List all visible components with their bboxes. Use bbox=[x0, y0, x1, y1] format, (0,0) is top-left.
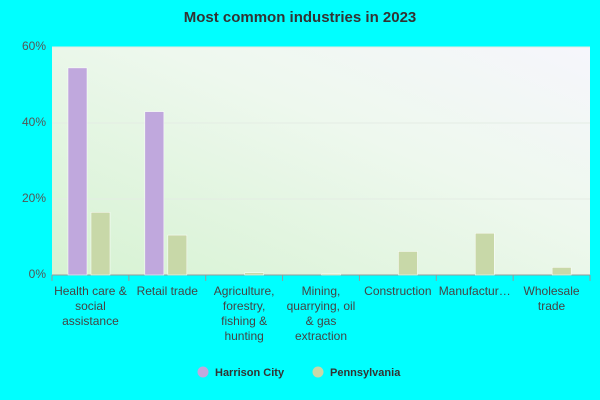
legend-marker bbox=[197, 366, 209, 378]
plot-area bbox=[52, 47, 590, 275]
x-tick-label: Agriculture, forestry, fishing & hunting bbox=[213, 284, 275, 343]
x-tick-label: Wholesale trade bbox=[523, 284, 580, 313]
bar bbox=[475, 232, 495, 276]
bar bbox=[551, 267, 572, 276]
legend-label: Pennsylvania bbox=[330, 367, 401, 379]
bar bbox=[144, 111, 165, 276]
x-tick-label: Retail trade bbox=[136, 284, 198, 298]
x-tick-label: Construction bbox=[364, 284, 432, 298]
y-tick-label: 40% bbox=[22, 115, 46, 129]
x-tick-label: Manufactur… bbox=[438, 284, 511, 298]
bar bbox=[398, 251, 418, 276]
y-tick-label: 0% bbox=[29, 267, 47, 281]
bar bbox=[67, 67, 88, 276]
bar bbox=[167, 234, 188, 276]
y-tick-label: 60% bbox=[22, 39, 46, 53]
x-tick-label: Mining, quarrying, oil & gas extraction bbox=[286, 284, 356, 343]
bar bbox=[90, 212, 111, 276]
y-tick-label: 20% bbox=[22, 191, 46, 205]
bar bbox=[321, 273, 341, 276]
legend-label: Harrison City bbox=[215, 367, 285, 379]
legend-marker bbox=[312, 366, 324, 378]
x-tick-label: Health care & social assistance bbox=[54, 284, 127, 328]
bar bbox=[244, 272, 264, 276]
chart-title: Most common industries in 2023 bbox=[184, 9, 417, 26]
